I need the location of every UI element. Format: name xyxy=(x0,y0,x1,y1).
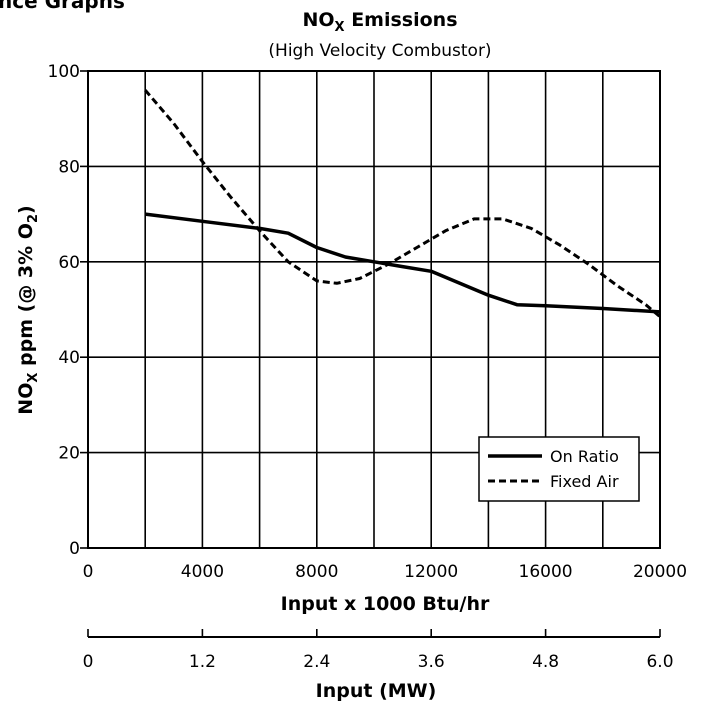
x-tick-label: 16000 xyxy=(519,562,573,582)
page-header-partial: nce Graphs xyxy=(0,0,125,13)
y-tick-label: 0 xyxy=(69,539,80,559)
mw-tick-label: 4.8 xyxy=(532,652,559,672)
x-tick-label: 20000 xyxy=(633,562,687,582)
plot-area-frame xyxy=(87,70,661,549)
y-tick-label: 60 xyxy=(58,253,80,273)
legend-label-on-ratio: On Ratio xyxy=(550,447,619,466)
x-axis-label: Input x 1000 Btu/hr xyxy=(281,593,490,615)
legend: On Ratio Fixed Air xyxy=(478,436,640,502)
y-tick-label: 40 xyxy=(58,348,80,368)
secondary-axis-mw: 0 1.2 2.4 3.6 4.8 6.0 xyxy=(83,629,674,672)
series-line-fixed-air xyxy=(144,89,661,318)
chart-title: NOX Emissions xyxy=(302,9,457,35)
mw-tick-label: 0 xyxy=(83,652,94,672)
mw-tick-label: 6.0 xyxy=(646,652,673,672)
x-tick-label: 0 xyxy=(83,562,94,582)
y-tick-label: 20 xyxy=(58,444,80,464)
data-series xyxy=(144,89,661,318)
mw-tick-label: 1.2 xyxy=(189,652,216,672)
x-tick-label: 12000 xyxy=(404,562,458,582)
legend-box xyxy=(478,436,640,502)
series-line-on-ratio xyxy=(144,212,661,314)
legend-label-fixed-air: Fixed Air xyxy=(550,472,619,491)
x-tick-label: 8000 xyxy=(295,562,338,582)
x-tick-label: 4000 xyxy=(181,562,224,582)
y-axis-ticks: 0 20 40 60 80 100 xyxy=(48,62,88,559)
mw-tick-label: 3.6 xyxy=(418,652,445,672)
y-tick-label: 80 xyxy=(58,157,80,177)
secondary-axis-label: Input (MW) xyxy=(316,680,437,702)
chart-subtitle: (High Velocity Combustor) xyxy=(268,41,491,61)
mw-tick-label: 2.4 xyxy=(303,652,330,672)
x-axis-ticks: 0 4000 8000 12000 16000 20000 xyxy=(83,562,687,582)
y-tick-label: 100 xyxy=(48,62,80,82)
y-axis-label: NOX ppm (@ 3% O2) xyxy=(15,205,41,414)
